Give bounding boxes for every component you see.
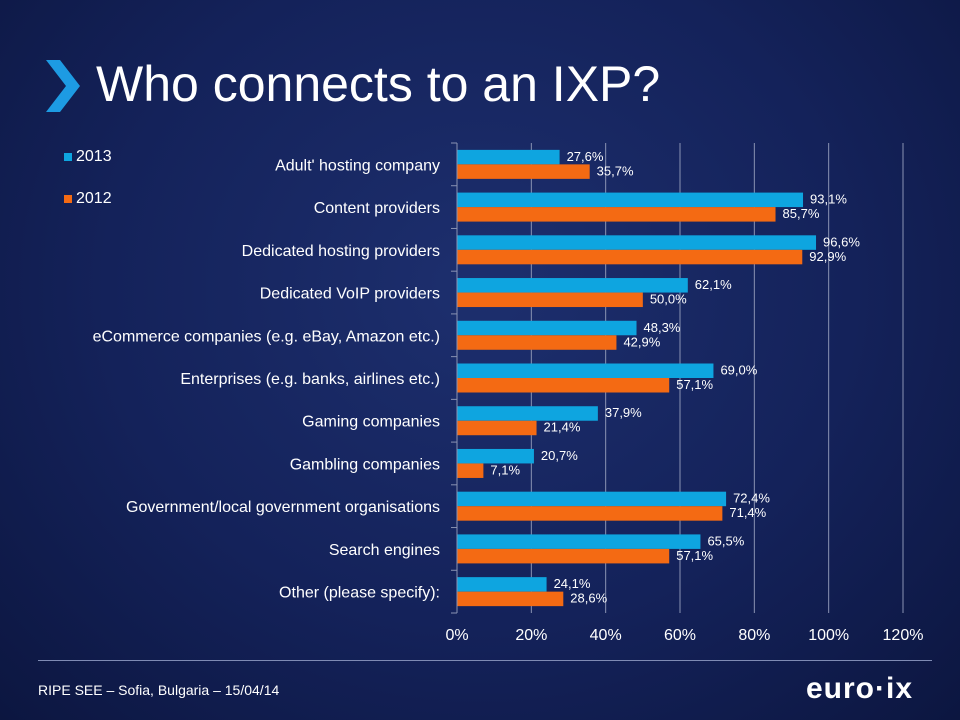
category-label: Enterprises (e.g. banks, airlines etc.) (180, 371, 440, 388)
data-label-2013: 27,6% (567, 149, 604, 164)
category-label: Government/local government organisation… (126, 499, 440, 516)
category-label: Other (please specify): (279, 585, 440, 602)
data-label-2012: 35,7% (597, 163, 634, 178)
legend-swatch-2013 (64, 153, 72, 161)
bar-2013 (457, 491, 727, 507)
data-label-2013: 48,3% (644, 320, 681, 335)
bar-2013 (457, 363, 714, 378)
bar-2012 (457, 292, 643, 308)
data-label-2012: 28,6% (570, 591, 607, 606)
legend-swatch-2012 (64, 195, 72, 203)
bar-2012 (457, 463, 484, 478)
data-label-2012: 57,1% (676, 548, 713, 563)
legend-item-2013: 2013 (64, 148, 112, 166)
legend-label-2012: 2012 (76, 190, 112, 207)
data-label-2013: 24,1% (554, 576, 591, 591)
data-label-2013: 62,1% (695, 277, 732, 292)
bar-2012 (457, 378, 670, 393)
bar-2012 (457, 591, 564, 607)
x-tick-label: 20% (515, 627, 547, 644)
category-label: Adult' hosting company (275, 157, 440, 174)
x-tick-label: 0% (445, 627, 468, 644)
chevron-right-icon (46, 60, 80, 112)
x-tick-label: 120% (883, 627, 924, 644)
legend-label-2013: 2013 (76, 148, 112, 165)
bar-2013 (457, 235, 817, 250)
category-label: Dedicated hosting providers (242, 243, 440, 260)
bar-2013 (457, 534, 701, 549)
x-tick-label: 100% (808, 627, 849, 644)
data-label-2012: 7,1% (490, 462, 520, 477)
x-tick-label: 40% (590, 627, 622, 644)
category-label: Dedicated VoIP providers (260, 286, 440, 303)
data-label-2012: 21,4% (544, 420, 581, 435)
bar-2012 (457, 164, 590, 179)
bar-chart: 0% 20% 40% 60% 80% 100% 120% Adult' hosting com… (93, 142, 924, 644)
data-label-2013: 65,5% (707, 533, 744, 548)
data-label-2013: 37,9% (605, 405, 642, 420)
x-tick-label: 60% (664, 627, 696, 644)
data-label-2013: 72,4% (733, 491, 770, 506)
data-label-2012: 57,1% (676, 377, 713, 392)
data-label-2012: 71,4% (729, 505, 766, 520)
category-label: Gambling companies (290, 456, 440, 473)
data-label-2012: 50,0% (650, 292, 687, 307)
data-label-2012: 92,9% (809, 249, 846, 264)
legend-item-2012: 2012 (64, 190, 112, 208)
data-label-2013: 96,6% (823, 234, 860, 249)
bar-2012 (457, 506, 723, 521)
category-label: eCommerce companies (e.g. eBay, Amazon e… (93, 328, 440, 345)
euro-ix-logo: euro·ix (806, 672, 914, 705)
bar-2013 (457, 192, 804, 208)
bar-2013 (457, 149, 560, 165)
x-tick-label: 80% (738, 627, 770, 644)
data-label-2013: 20,7% (541, 448, 578, 463)
data-label-2013: 93,1% (810, 192, 847, 207)
bar-2013 (457, 320, 637, 336)
bar-2012 (457, 548, 670, 564)
bar-2013 (457, 577, 547, 592)
data-label-2012: 42,9% (623, 334, 660, 349)
slide-title: Who connects to an IXP? (96, 56, 661, 112)
bar-2013 (457, 278, 688, 293)
bar-2012 (457, 249, 803, 265)
bar-2013 (457, 406, 598, 421)
category-label: Content providers (314, 200, 440, 217)
category-label: Gaming companies (302, 414, 440, 431)
data-label-2012: 85,7% (783, 206, 820, 221)
bar-2012 (457, 207, 776, 222)
category-label: Search engines (329, 542, 440, 559)
footer-text: RIPE SEE – Sofia, Bulgaria – 15/04/14 (38, 682, 280, 698)
footer-divider (38, 660, 932, 661)
bar-2012 (457, 335, 617, 350)
bar-2013 (457, 448, 534, 464)
bar-2012 (457, 420, 537, 436)
data-label-2013: 69,0% (720, 363, 757, 378)
